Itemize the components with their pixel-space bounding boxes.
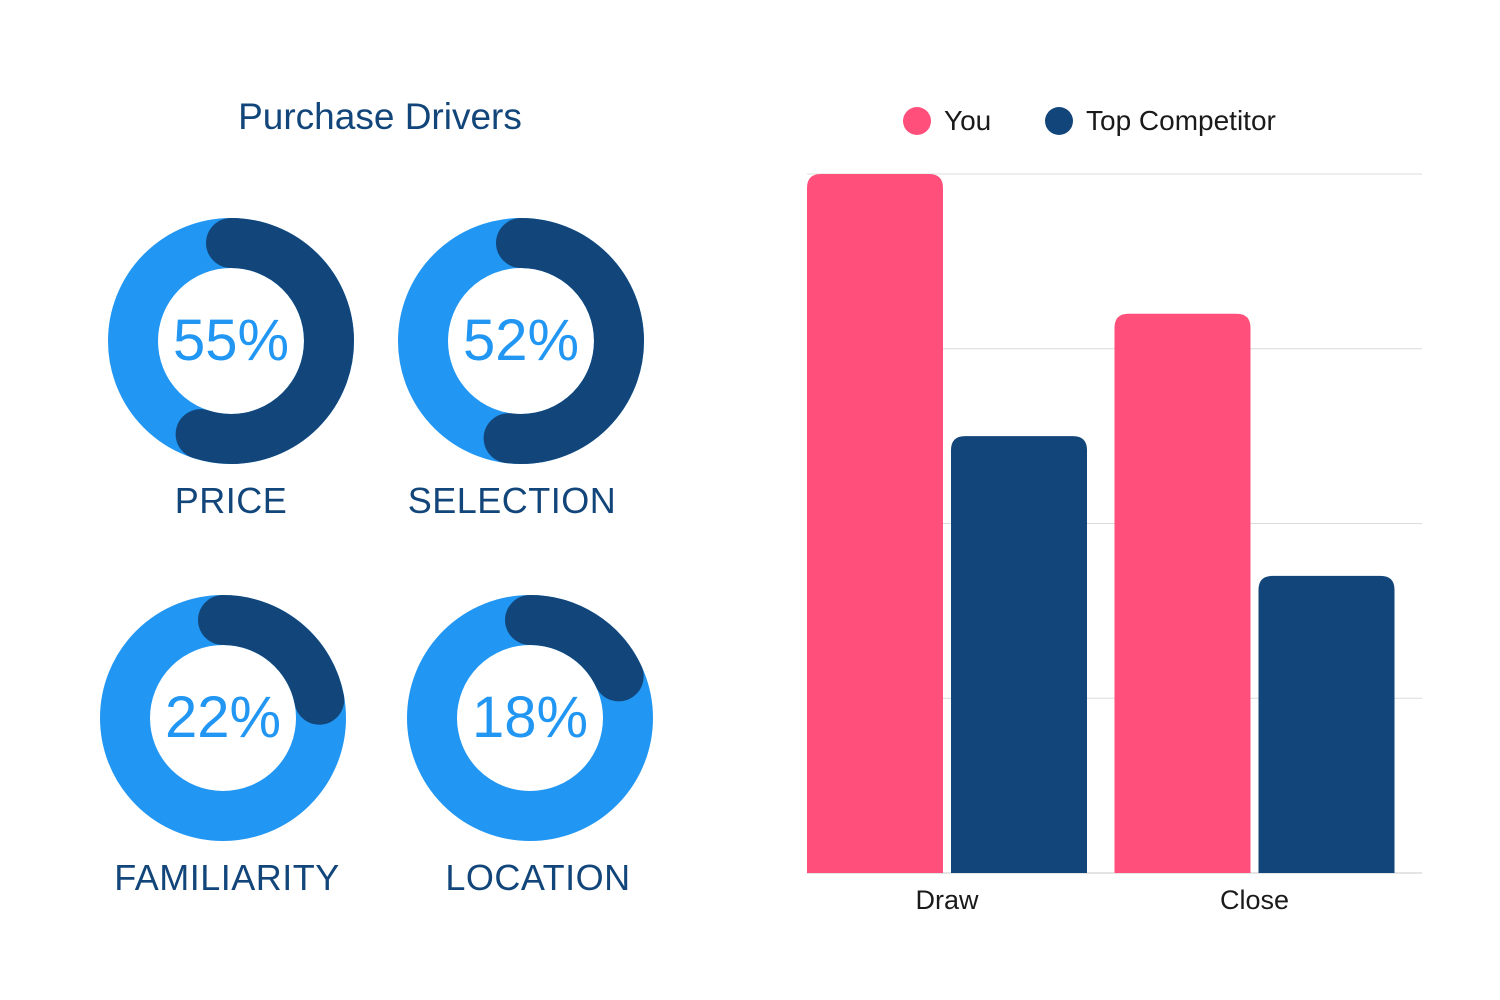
legend-label: Top Competitor <box>1086 105 1276 136</box>
legend-label: You <box>944 105 991 136</box>
bar-you-draw <box>807 174 943 873</box>
bar-chart: Draw Close You Top Competitor <box>807 105 1422 915</box>
donut-ring <box>398 218 644 464</box>
legend-swatch <box>903 107 931 135</box>
bar-top-competitor-close <box>1258 575 1395 873</box>
donut-percent: 18% <box>471 685 589 750</box>
page-title: Purchase Drivers <box>238 96 522 137</box>
donut-price: 55% <box>101 211 361 471</box>
bar-top-competitor-draw <box>951 436 1087 873</box>
donut-ring <box>407 595 653 841</box>
donut-value-arc <box>407 595 653 841</box>
donut-label: PRICE <box>174 480 288 521</box>
x-tick-label: Draw <box>915 885 979 915</box>
donut-label: LOCATION <box>445 857 631 898</box>
bar-you-close <box>1114 313 1251 873</box>
donut-selection: 52% <box>391 211 651 471</box>
legend-swatch <box>1045 107 1073 135</box>
donut-value-arc <box>100 595 346 841</box>
donut-percent: 52% <box>462 308 580 373</box>
donut-ring <box>108 218 354 464</box>
donut-ring <box>100 595 346 841</box>
donut-familiarity: 22% <box>93 588 353 848</box>
donut-label: FAMILIARITY <box>114 857 340 898</box>
donut-percent: 55% <box>172 308 290 373</box>
donut-percent: 22% <box>164 685 282 750</box>
donut-value-arc <box>108 218 354 464</box>
donut-value-arc <box>398 218 644 464</box>
donut-label: SELECTION <box>407 480 617 521</box>
donut-location: 18% <box>400 588 660 848</box>
x-tick-label: Close <box>1220 885 1289 915</box>
